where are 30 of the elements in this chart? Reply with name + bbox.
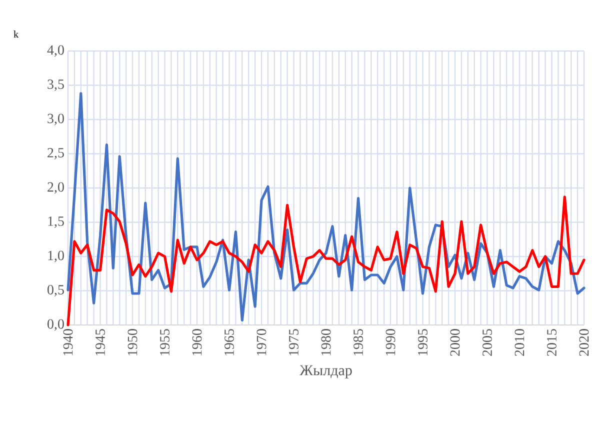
y-tick-label: 0,0 — [48, 319, 64, 331]
x-tick-label: 1960 — [192, 329, 202, 356]
y-tick-label: 0,5 — [48, 285, 64, 296]
x-tick-label: 1940 — [63, 329, 73, 356]
x-tick-label: 2000 — [450, 329, 460, 356]
x-tick-label: 1975 — [289, 329, 298, 356]
x-tick-label: 1970 — [256, 329, 266, 356]
line-series — [66, 92, 586, 322]
x-tick-label: 1965 — [224, 329, 234, 356]
x-axis-title: Жылдар — [300, 365, 352, 378]
x-tick-label: 1945 — [96, 329, 105, 356]
y-tick-label: 3,5 — [48, 80, 64, 91]
y-tick-label: 1,5 — [48, 216, 64, 228]
x-tick-label: 2020 — [579, 329, 589, 356]
x-tick-label: 1995 — [418, 329, 428, 356]
x-tick-label: 1990 — [386, 329, 396, 356]
line-series — [66, 196, 586, 326]
x-tick-label: 2015 — [547, 329, 556, 356]
y-tick-label: 3,0 — [48, 114, 64, 126]
y-tick-label: 2,0 — [48, 182, 64, 194]
y-tick-label: 1,0 — [48, 250, 64, 262]
x-tick-label: 2005 — [482, 329, 492, 356]
x-tick-label: 2010 — [514, 329, 524, 356]
x-tick-label: 1980 — [321, 329, 331, 356]
y-axis-title: k — [14, 30, 18, 38]
x-tick-label: 1950 — [128, 329, 138, 356]
x-tick-label: 1985 — [354, 329, 363, 356]
x-tick-label: 1955 — [160, 329, 170, 356]
y-tick-label: 4,0 — [47, 45, 64, 57]
y-tick-label: 2,5 — [48, 148, 64, 160]
